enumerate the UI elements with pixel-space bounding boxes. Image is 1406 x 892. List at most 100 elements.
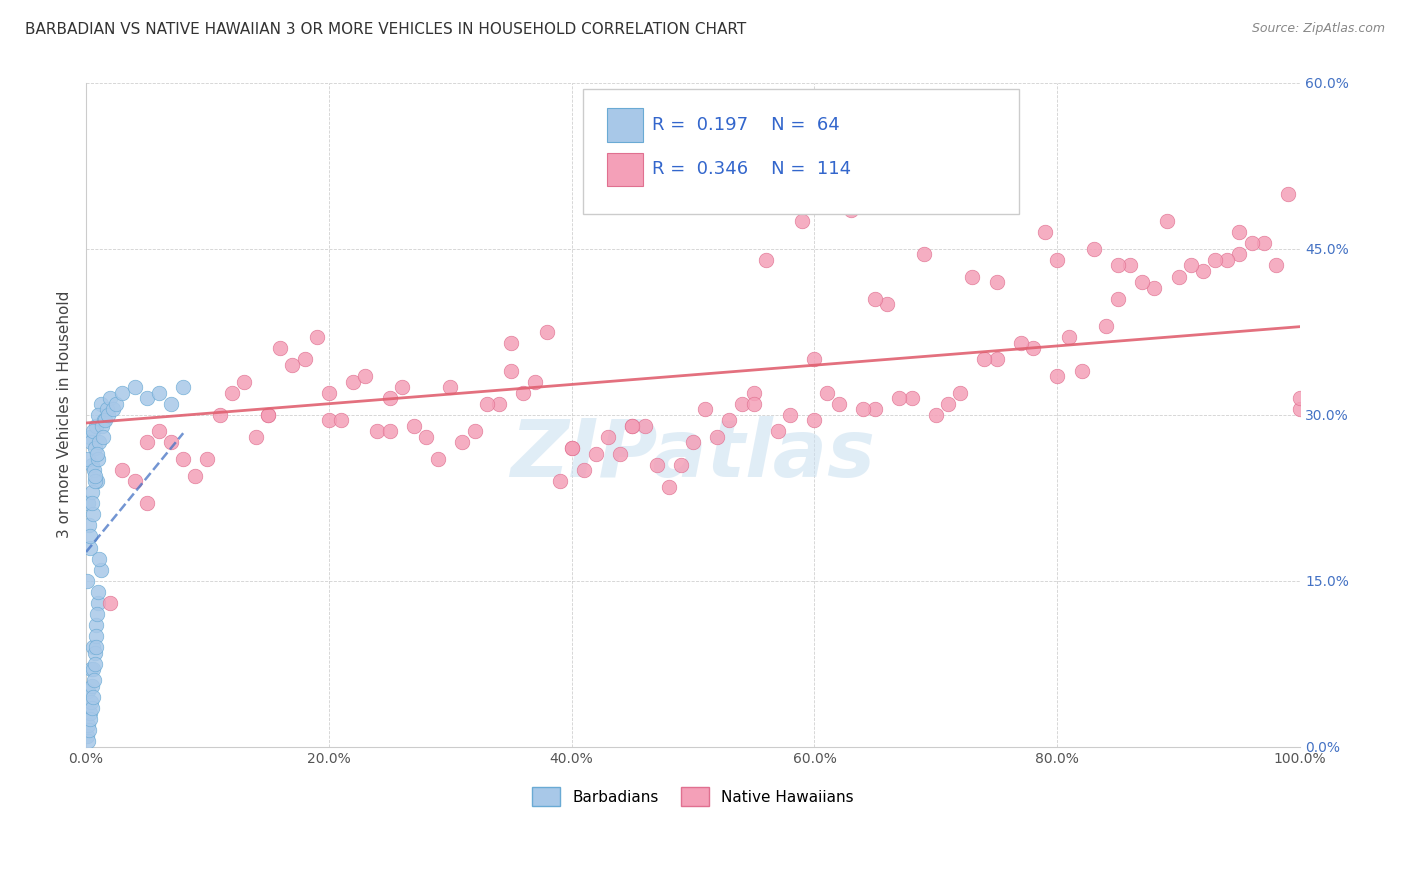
Point [342,375,364,389]
Point [1156,214,1178,228]
Point [488,397,510,411]
Point [76,729,98,743]
Point [1204,252,1226,267]
Point [1167,269,1189,284]
Point [863,402,886,417]
Point [86,640,108,654]
Point [83,463,105,477]
Point [89,435,111,450]
Point [84,418,107,433]
Point [621,418,644,433]
Y-axis label: 3 or more Vehicles in Household: 3 or more Vehicles in Household [58,291,72,539]
Point [105,397,128,411]
Point [208,408,231,422]
Text: BARBADIAN VS NATIVE HAWAIIAN 3 OR MORE VEHICLES IN HOUSEHOLD CORRELATION CHART: BARBADIAN VS NATIVE HAWAIIAN 3 OR MORE V… [25,22,747,37]
Point [318,385,340,400]
Point [197,452,219,467]
Point [221,385,243,400]
Point [669,458,692,472]
Point [98,596,121,610]
Point [1277,186,1299,201]
Text: R =  0.197    N =  64: R = 0.197 N = 64 [652,116,841,134]
Point [232,375,254,389]
Point [949,385,972,400]
Point [77,496,100,510]
Point [451,435,474,450]
Point [499,335,522,350]
Point [912,247,935,261]
Point [1180,259,1202,273]
Point [281,358,304,372]
Point [1107,259,1129,273]
Point [135,496,157,510]
Point [1046,369,1069,384]
Point [585,446,607,460]
Point [1130,275,1153,289]
Point [77,518,100,533]
Point [779,408,801,422]
Point [82,690,104,704]
Point [900,391,922,405]
Point [1264,259,1286,273]
Point [439,380,461,394]
Point [609,446,631,460]
Point [82,458,104,472]
Point [79,706,101,721]
Point [524,375,547,389]
Point [706,430,728,444]
Point [84,657,107,671]
Point [792,214,814,228]
Point [84,474,107,488]
Point [621,418,644,433]
Point [572,463,595,477]
Point [82,679,104,693]
Point [427,452,450,467]
Point [1059,330,1081,344]
Point [80,662,103,676]
Point [82,425,104,439]
Point [101,402,124,417]
Point [986,275,1008,289]
Point [766,425,789,439]
Point [77,717,100,731]
Point [80,701,103,715]
Point [1192,264,1215,278]
Point [512,385,534,400]
Point [962,269,984,284]
Point [76,574,98,588]
Point [172,380,194,394]
Point [378,391,401,405]
Point [87,584,110,599]
Point [986,352,1008,367]
Point [87,551,110,566]
Point [245,430,267,444]
Point [1216,252,1239,267]
Point [464,425,486,439]
Point [83,441,105,455]
Point [997,192,1019,206]
Point [839,203,862,218]
Text: ZIPatlas: ZIPatlas [510,416,876,493]
Point [93,413,115,427]
Point [94,413,117,427]
Point [86,474,108,488]
Point [1070,363,1092,377]
Point [815,385,838,400]
Point [318,413,340,427]
Point [82,640,104,654]
Point [415,430,437,444]
Point [135,435,157,450]
Point [160,397,183,411]
Point [79,712,101,726]
Point [548,474,571,488]
Point [1227,225,1250,239]
Point [1227,247,1250,261]
Point [111,463,134,477]
Point [378,425,401,439]
Point [135,391,157,405]
Point [111,385,134,400]
Point [876,297,898,311]
Point [124,474,146,488]
Point [1240,236,1263,251]
Point [77,723,100,737]
